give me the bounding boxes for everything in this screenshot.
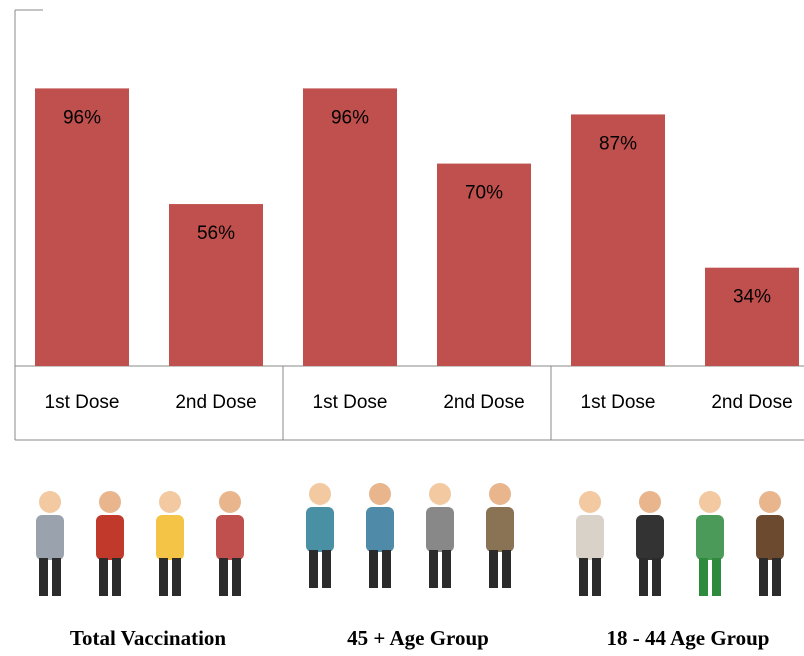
person-leg xyxy=(652,558,661,596)
person-leg xyxy=(52,558,61,596)
group-label: Total Vaccination xyxy=(78,441,220,462)
person-leg xyxy=(232,558,241,596)
person-leg xyxy=(322,550,331,588)
person-leg xyxy=(699,558,708,596)
person-leg xyxy=(219,558,228,596)
person-head xyxy=(39,491,61,513)
value-label: 96% xyxy=(63,107,101,128)
person-head xyxy=(759,491,781,513)
person-body xyxy=(366,507,394,552)
person-leg xyxy=(489,550,498,588)
page: Total Vaccination 45 18 - 44 96% 1st Dose 56… xyxy=(0,0,804,656)
person-leg xyxy=(172,558,181,596)
person-leg xyxy=(772,558,781,596)
group-label: 45 xyxy=(406,441,427,462)
bar xyxy=(35,88,129,366)
person-head xyxy=(309,483,331,505)
person-leg xyxy=(712,558,721,596)
caption: 18 - 44 Age Group xyxy=(607,626,770,650)
person-body xyxy=(636,515,664,560)
x-tick-label: 1st Dose xyxy=(45,392,120,413)
person-leg xyxy=(592,558,601,596)
person-leg xyxy=(639,558,648,596)
person-leg xyxy=(99,558,108,596)
bar xyxy=(705,268,799,366)
value-label: 34% xyxy=(733,287,771,308)
value-label: 87% xyxy=(599,133,637,154)
group-label: 18 - 44 xyxy=(655,441,715,462)
person-head xyxy=(159,491,181,513)
person-body xyxy=(576,515,604,560)
x-tick-label: 2nd Dose xyxy=(175,392,256,413)
person-body xyxy=(756,515,784,560)
person-body xyxy=(96,515,124,560)
person-body xyxy=(696,515,724,560)
person-leg xyxy=(442,550,451,588)
person-head xyxy=(219,491,241,513)
person-body xyxy=(306,507,334,552)
person-head xyxy=(699,491,721,513)
caption: 45 + Age Group xyxy=(347,626,489,650)
x-tick-label: 2nd Dose xyxy=(711,392,792,413)
person-leg xyxy=(309,550,318,588)
value-label: 70% xyxy=(465,183,503,204)
caption: Total Vaccination xyxy=(70,626,226,650)
person-leg xyxy=(369,550,378,588)
x-tick-label: 1st Dose xyxy=(313,392,388,413)
person-leg xyxy=(112,558,121,596)
person-leg xyxy=(579,558,588,596)
person-head xyxy=(429,483,451,505)
person-body xyxy=(156,515,184,560)
category-axis: Total Vaccination 45 18 - 44 xyxy=(78,441,715,462)
x-tick-label: 1st Dose xyxy=(581,392,656,413)
person-leg xyxy=(759,558,768,596)
person-leg xyxy=(382,550,391,588)
person-body xyxy=(36,515,64,560)
bar xyxy=(303,88,397,366)
person-head xyxy=(579,491,601,513)
x-tick-label: 2nd Dose xyxy=(443,392,524,413)
person-head xyxy=(99,491,121,513)
person-body xyxy=(216,515,244,560)
person-leg xyxy=(502,550,511,588)
person-body xyxy=(486,507,514,552)
person-head xyxy=(489,483,511,505)
person-leg xyxy=(159,558,168,596)
person-head xyxy=(369,483,391,505)
person-leg xyxy=(39,558,48,596)
value-label: 56% xyxy=(197,223,235,244)
person-leg xyxy=(429,550,438,588)
person-head xyxy=(639,491,661,513)
value-label: 96% xyxy=(331,107,369,128)
person-body xyxy=(426,507,454,552)
